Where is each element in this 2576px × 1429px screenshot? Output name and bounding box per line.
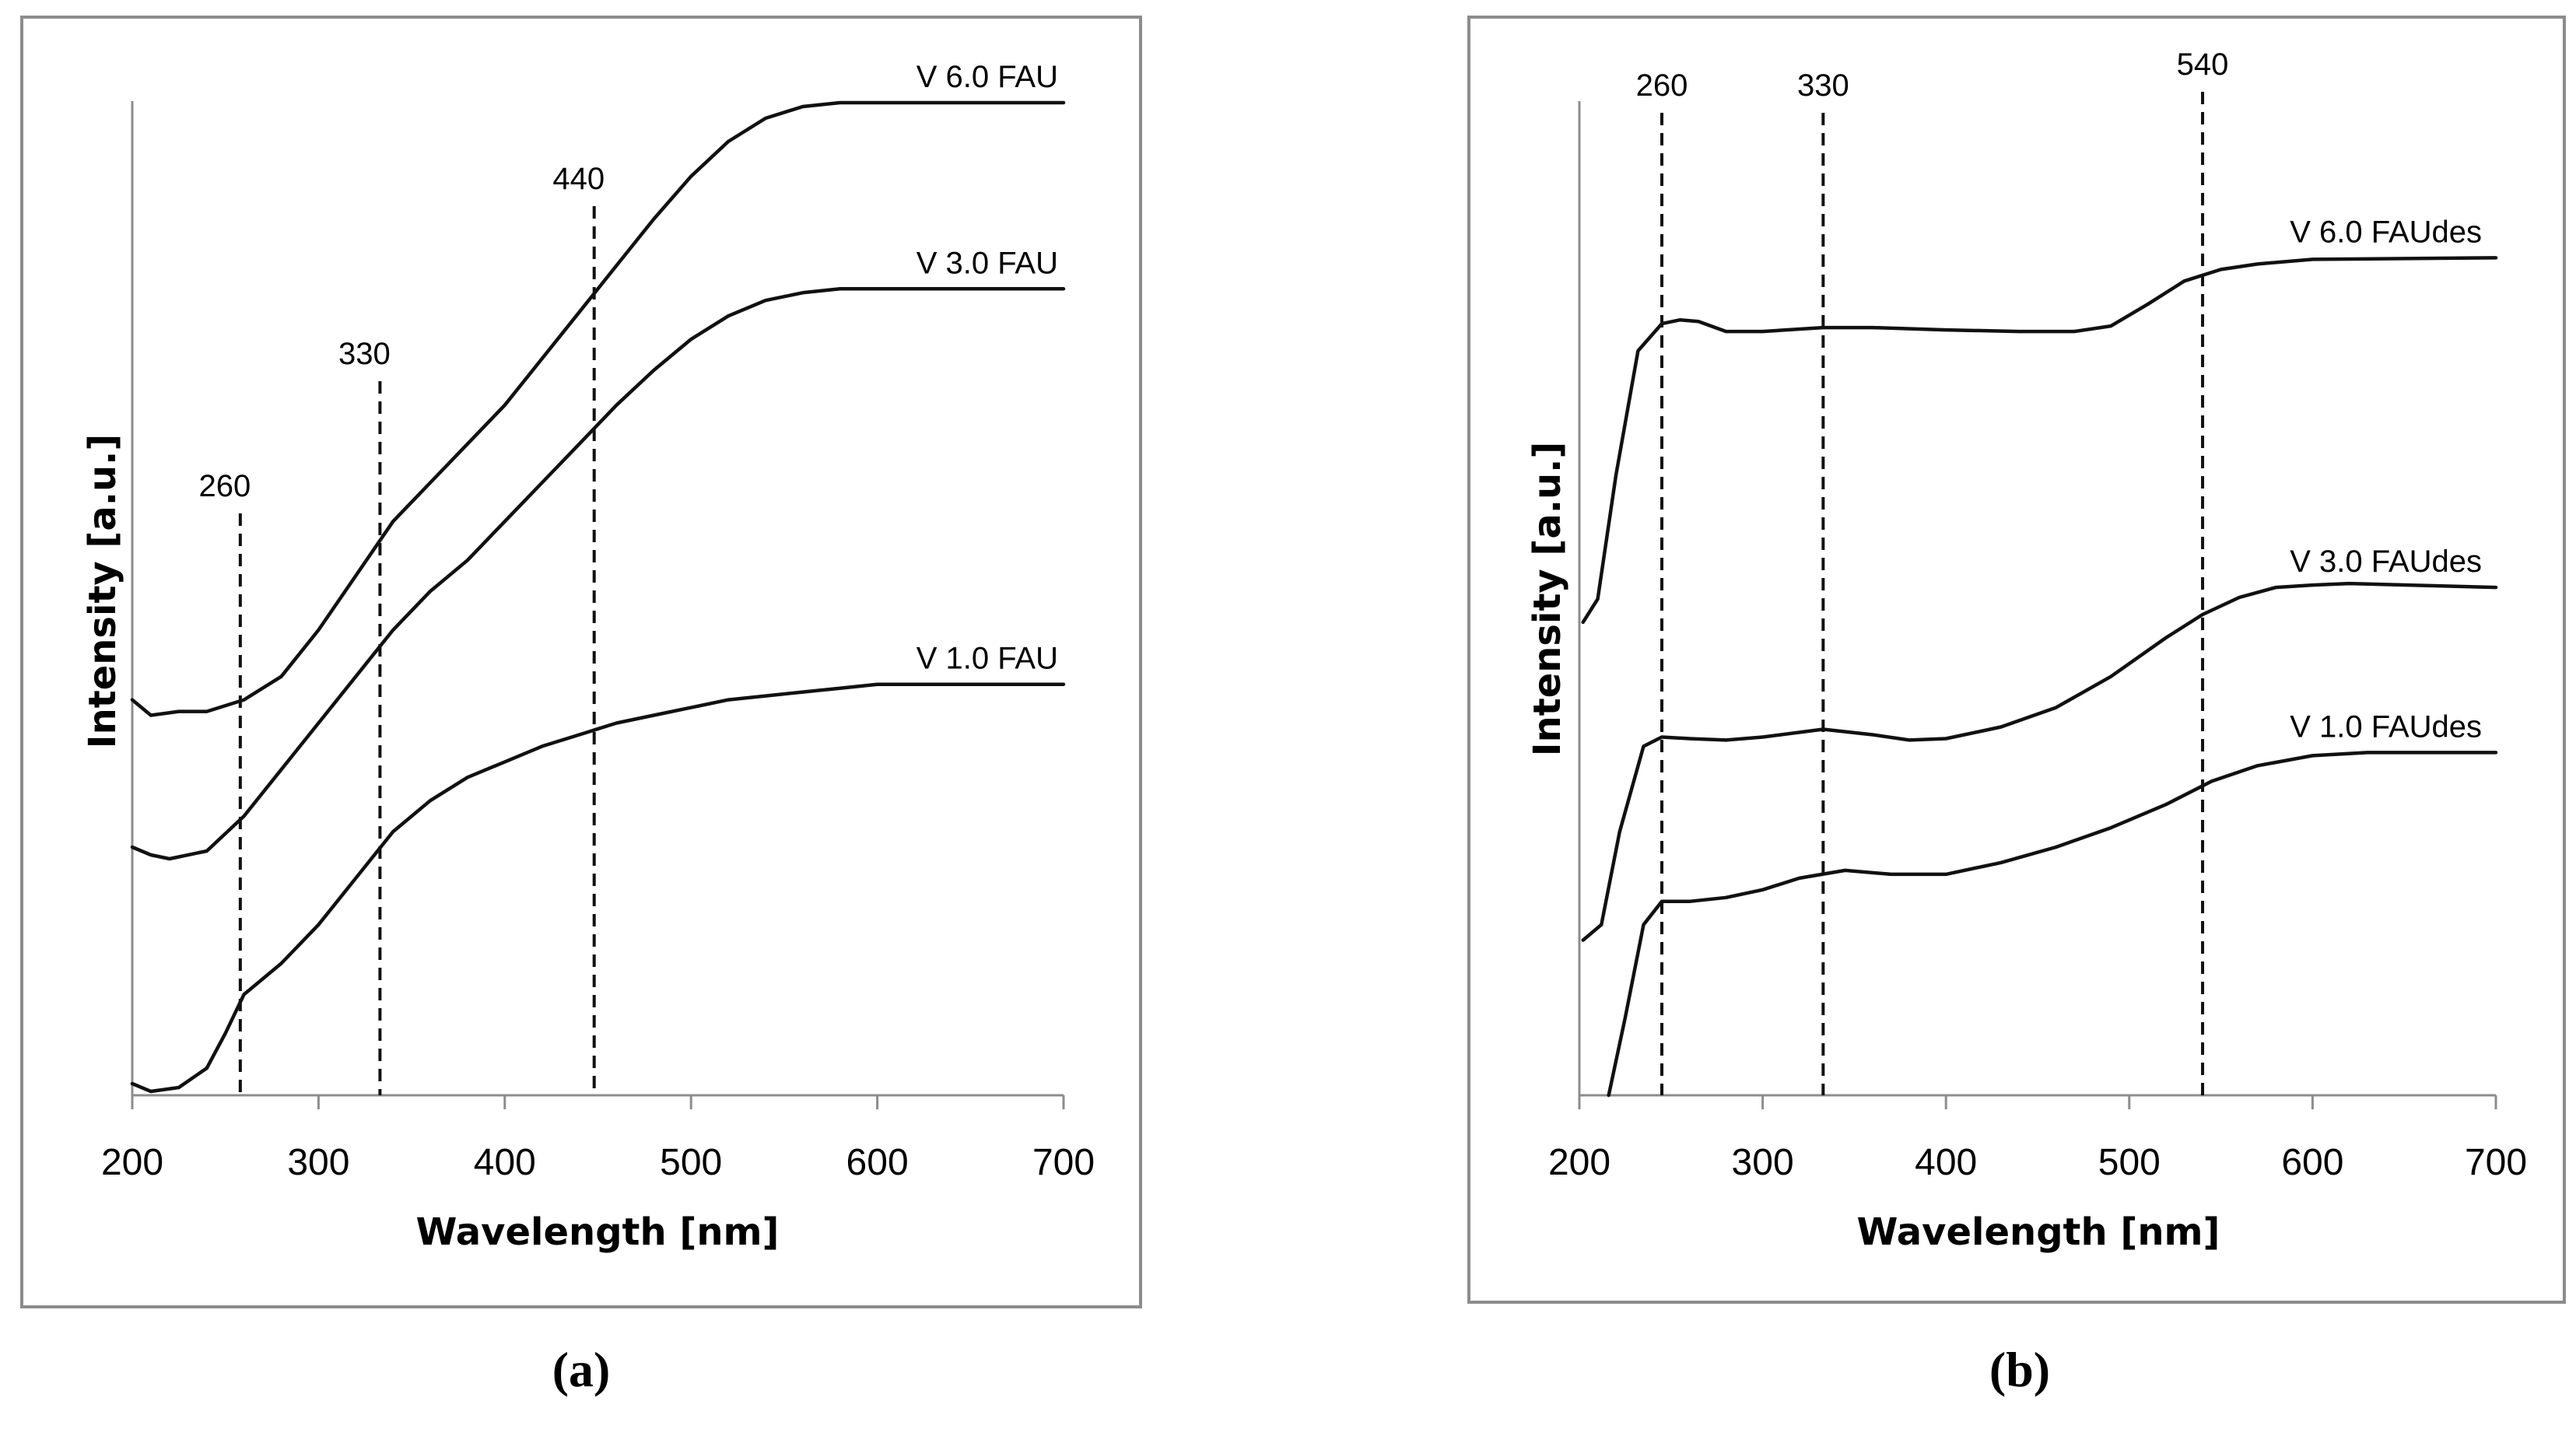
panel-a-x-tick-label: 300 (287, 1142, 349, 1183)
panel-b-x-tick-label: 500 (2098, 1142, 2161, 1183)
panel-b-x-tick-label: 600 (2281, 1142, 2343, 1183)
panel-b-series-label: V 3.0 FAUdes (2290, 545, 2482, 579)
panel-b-x-tick-label: 300 (1732, 1142, 1794, 1183)
panel-b-series-line (1581, 581, 2498, 942)
panel-a-marker-label: 260 (198, 469, 251, 503)
panel-a-x-tick-label: 700 (1032, 1142, 1095, 1183)
panel-b-series-line (1581, 256, 2498, 625)
panel-b: 200 300 400 500 600 700 260 330 540 V 6.0 FAUdes V… (1467, 16, 2566, 1397)
panel-a-series-label: V 1.0 FAU (916, 642, 1058, 676)
panel-a: 200 300 400 500 600 700 260 330 440 V 6.0 FAU V 3.… (20, 16, 1142, 1397)
panel-a-frame (20, 16, 1142, 1308)
panel-b-marker-label: 260 (1636, 68, 1688, 103)
panel-b-series-line (1607, 751, 2498, 1098)
panel-a-x-axis-title: Wavelength [nm] (416, 1210, 780, 1254)
panel-a-series-line (130, 682, 1066, 1094)
panel-b-x-tick-label: 700 (2465, 1142, 2527, 1183)
panel-a-series-line (130, 287, 1066, 861)
panel-a-x-tick-label: 400 (474, 1142, 536, 1183)
panel-a-plot-area: 200 300 400 500 600 700 260 330 440 V 6.0 FAU V 3.… (101, 60, 1095, 1183)
panel-a-x-tick-label: 200 (101, 1142, 163, 1183)
panel-b-y-axis-title: Intensity [a.u.] (1526, 442, 1569, 757)
panel-b-marker-label: 330 (1797, 68, 1849, 103)
panel-b-marker-label: 540 (2177, 47, 2229, 82)
panel-a-marker-label: 440 (552, 162, 605, 196)
panel-a-x-tick-label: 500 (660, 1142, 722, 1183)
panel-a-y-axis-title: Intensity [a.u.] (81, 434, 124, 749)
panel-a-series-line (130, 100, 1066, 717)
panel-b-x-axis-title: Wavelength [nm] (1857, 1210, 2220, 1254)
panel-b-x-tick-label: 200 (1548, 1142, 1610, 1183)
panel-b-plot-area: 200 300 400 500 600 700 260 330 540 V 6.0 FAUdes V… (1548, 47, 2527, 1183)
panel-b-frame (1467, 16, 2566, 1304)
panel-a-series-label: V 6.0 FAU (916, 60, 1058, 94)
panel-a-series-label: V 3.0 FAU (916, 246, 1058, 280)
panel-b-series-label: V 6.0 FAUdes (2290, 215, 2482, 249)
panel-b-x-tick-label: 400 (1915, 1142, 1977, 1183)
panel-b-series-label: V 1.0 FAUdes (2290, 709, 2482, 744)
panel-a-label: (a) (552, 1342, 611, 1397)
panel-a-marker-label: 330 (338, 337, 391, 371)
panel-b-label: (b) (1989, 1342, 2050, 1397)
panel-a-x-tick-label: 600 (846, 1142, 909, 1183)
